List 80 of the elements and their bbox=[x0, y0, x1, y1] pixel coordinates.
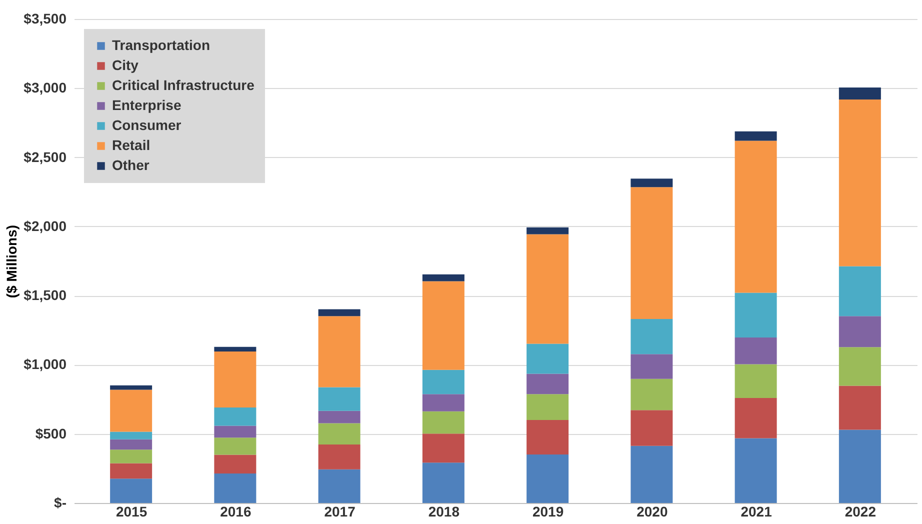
legend-label: Retail bbox=[112, 137, 150, 153]
bar bbox=[526, 234, 569, 344]
bar bbox=[838, 266, 881, 316]
bar bbox=[526, 454, 569, 503]
x-tick-label: 2017 bbox=[324, 504, 356, 520]
legend-label: City bbox=[112, 57, 139, 73]
y-tick-label: $2,000 bbox=[24, 218, 67, 234]
bar bbox=[214, 346, 256, 352]
x-tick-label: 2021 bbox=[740, 504, 772, 520]
bar bbox=[630, 187, 673, 319]
x-tick-label: 2022 bbox=[844, 504, 876, 520]
x-tick-label: 2020 bbox=[636, 504, 668, 520]
y-tick-label: $1,500 bbox=[24, 287, 67, 304]
y-tick-label: $3,500 bbox=[24, 10, 67, 26]
bar bbox=[422, 434, 464, 463]
bar bbox=[734, 364, 777, 398]
bar bbox=[838, 347, 881, 386]
bar bbox=[214, 474, 256, 503]
bar bbox=[838, 316, 881, 348]
bar bbox=[110, 385, 152, 390]
bar bbox=[734, 140, 777, 293]
y-axis-title: ($ Millions) bbox=[4, 224, 20, 298]
bar bbox=[838, 87, 881, 100]
legend-label: Enterprise bbox=[112, 97, 182, 113]
bar bbox=[110, 478, 152, 503]
bar bbox=[110, 439, 152, 450]
y-tick-label: $2,500 bbox=[24, 148, 67, 165]
y-tick-label: $1,000 bbox=[24, 356, 67, 372]
bar bbox=[214, 438, 256, 455]
legend-label: Transportation bbox=[112, 37, 210, 53]
bar bbox=[630, 354, 673, 379]
bar bbox=[734, 398, 777, 438]
bar bbox=[422, 281, 464, 370]
y-tick-label: $500 bbox=[35, 425, 67, 442]
bar bbox=[214, 426, 256, 438]
bar bbox=[318, 469, 360, 503]
bar bbox=[734, 292, 777, 338]
bar bbox=[630, 178, 673, 188]
bar bbox=[318, 410, 360, 424]
bar bbox=[630, 446, 673, 503]
bar bbox=[318, 423, 360, 445]
legend-label: Consumer bbox=[112, 117, 182, 133]
x-tick-label: 2015 bbox=[116, 504, 148, 520]
x-tick-label: 2016 bbox=[220, 504, 252, 520]
bar bbox=[422, 370, 464, 394]
bar bbox=[422, 411, 464, 434]
bar bbox=[838, 99, 881, 266]
bar bbox=[422, 462, 464, 503]
legend-label: Critical Infrastructure bbox=[112, 77, 255, 93]
legend-label: Other bbox=[112, 157, 150, 173]
bar bbox=[630, 378, 673, 410]
bar bbox=[526, 420, 569, 454]
bar bbox=[630, 318, 673, 354]
bar bbox=[422, 274, 464, 282]
bar bbox=[734, 337, 777, 364]
bar bbox=[318, 309, 360, 316]
bar bbox=[110, 432, 152, 440]
bar bbox=[318, 387, 360, 411]
bar bbox=[318, 316, 360, 388]
bar bbox=[214, 407, 256, 426]
x-tick-label: 2019 bbox=[532, 504, 564, 520]
bar bbox=[838, 386, 881, 430]
bar bbox=[214, 351, 256, 408]
bar bbox=[526, 394, 569, 420]
bar bbox=[318, 444, 360, 470]
x-tick-label: 2018 bbox=[428, 504, 460, 520]
bar bbox=[734, 131, 777, 141]
bar bbox=[214, 454, 256, 474]
bar bbox=[110, 463, 152, 479]
bar bbox=[630, 410, 673, 446]
y-tick-label: $3,000 bbox=[24, 80, 67, 96]
bar bbox=[526, 374, 569, 394]
bar bbox=[734, 438, 777, 503]
bar bbox=[838, 430, 881, 503]
bar bbox=[422, 394, 464, 412]
y-tick-label: $- bbox=[54, 494, 67, 510]
bar bbox=[526, 227, 569, 234]
bar bbox=[110, 450, 152, 464]
bar bbox=[526, 344, 569, 374]
bar bbox=[110, 390, 152, 432]
